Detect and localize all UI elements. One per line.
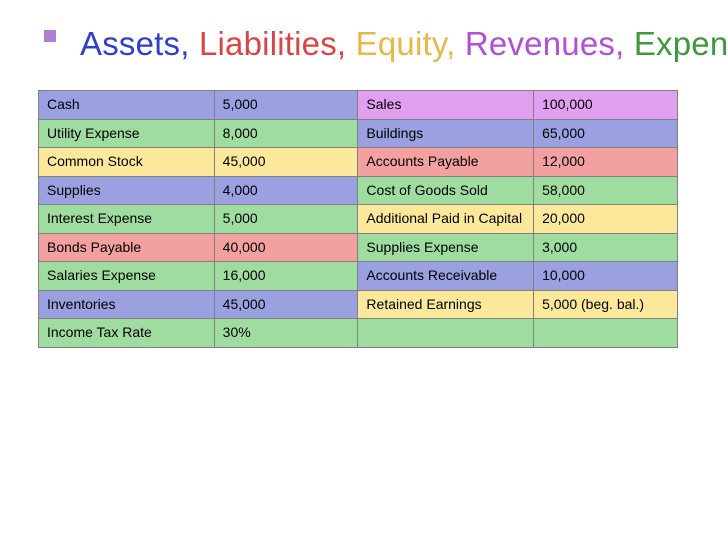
account-value-right: 10,000: [534, 262, 678, 291]
table-row: Cash5,000Sales100,000: [39, 91, 678, 120]
account-name-left: Cash: [39, 91, 215, 120]
table-row: Salaries Expense16,000Accounts Receivabl…: [39, 262, 678, 291]
table-row: Interest Expense5,000Additional Paid in …: [39, 205, 678, 234]
title-word: Assets,: [80, 25, 190, 62]
account-value-left: 45,000: [214, 290, 358, 319]
table-row: Supplies4,000Cost of Goods Sold58,000: [39, 176, 678, 205]
table-body: Cash5,000Sales100,000Utility Expense8,00…: [39, 91, 678, 348]
table-row: Utility Expense8,000Buildings65,000: [39, 119, 678, 148]
table-row: Inventories45,000Retained Earnings5,000 …: [39, 290, 678, 319]
account-value-right: 5,000 (beg. bal.): [534, 290, 678, 319]
account-value-left: 16,000: [214, 262, 358, 291]
account-name-left: Supplies: [39, 176, 215, 205]
account-name-left: Bonds Payable: [39, 233, 215, 262]
account-name-right: Retained Earnings: [358, 290, 534, 319]
account-name-right: Sales: [358, 91, 534, 120]
title-word: Expenses: [624, 25, 728, 62]
account-value-right: 65,000: [534, 119, 678, 148]
account-value-right: 20,000: [534, 205, 678, 234]
slide: Assets, Liabilities, Equity, Revenues, E…: [0, 0, 728, 348]
account-value-left: 30%: [214, 319, 358, 348]
account-name-left: Salaries Expense: [39, 262, 215, 291]
account-value-left: 40,000: [214, 233, 358, 262]
table-row: Bonds Payable40,000Supplies Expense3,000: [39, 233, 678, 262]
account-name-right: [358, 319, 534, 348]
account-name-right: Accounts Payable: [358, 148, 534, 177]
account-value-left: 5,000: [214, 205, 358, 234]
accent-square: [44, 30, 56, 42]
title-word: Revenues,: [456, 25, 625, 62]
account-value-right: 58,000: [534, 176, 678, 205]
account-value-right: [534, 319, 678, 348]
account-name-left: Common Stock: [39, 148, 215, 177]
account-value-left: 8,000: [214, 119, 358, 148]
account-name-left: Income Tax Rate: [39, 319, 215, 348]
title-word: Equity,: [346, 25, 455, 62]
account-value-right: 100,000: [534, 91, 678, 120]
account-name-right: Additional Paid in Capital: [358, 205, 534, 234]
slide-title: Assets, Liabilities, Equity, Revenues, E…: [80, 24, 698, 64]
account-name-left: Interest Expense: [39, 205, 215, 234]
account-value-left: 45,000: [214, 148, 358, 177]
account-name-right: Supplies Expense: [358, 233, 534, 262]
account-value-right: 3,000: [534, 233, 678, 262]
account-value-left: 5,000: [214, 91, 358, 120]
table-row: Income Tax Rate30%: [39, 319, 678, 348]
account-value-right: 12,000: [534, 148, 678, 177]
account-name-right: Cost of Goods Sold: [358, 176, 534, 205]
table-row: Common Stock45,000Accounts Payable12,000: [39, 148, 678, 177]
account-name-right: Buildings: [358, 119, 534, 148]
accounts-table: Cash5,000Sales100,000Utility Expense8,00…: [38, 90, 678, 348]
account-name-left: Inventories: [39, 290, 215, 319]
account-value-left: 4,000: [214, 176, 358, 205]
account-name-left: Utility Expense: [39, 119, 215, 148]
title-word: Liabilities,: [190, 25, 347, 62]
account-name-right: Accounts Receivable: [358, 262, 534, 291]
